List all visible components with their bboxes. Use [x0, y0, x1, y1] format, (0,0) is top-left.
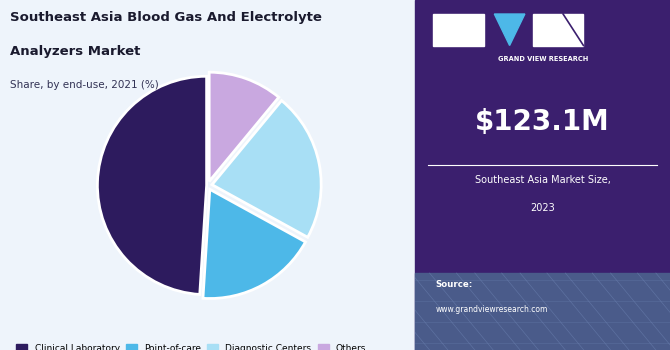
Text: $123.1M: $123.1M	[475, 108, 610, 136]
Text: Analyzers Market: Analyzers Market	[10, 46, 141, 58]
FancyBboxPatch shape	[433, 14, 484, 46]
Wedge shape	[212, 100, 321, 237]
Text: GRAND VIEW RESEARCH: GRAND VIEW RESEARCH	[498, 56, 588, 62]
Wedge shape	[203, 189, 306, 299]
Text: Southeast Asia Market Size,: Southeast Asia Market Size,	[475, 175, 610, 185]
FancyBboxPatch shape	[533, 14, 584, 46]
Polygon shape	[494, 14, 525, 46]
Text: Source:: Source:	[436, 280, 473, 289]
Wedge shape	[97, 76, 206, 294]
Text: 2023: 2023	[531, 203, 555, 213]
Text: www.grandviewresearch.com: www.grandviewresearch.com	[436, 304, 548, 314]
Wedge shape	[209, 72, 279, 181]
Text: Share, by end-use, 2021 (%): Share, by end-use, 2021 (%)	[10, 80, 159, 91]
Legend: Clinical Laboratory, Point-of-care, Diagnostic Centers, Others: Clinical Laboratory, Point-of-care, Diag…	[17, 344, 366, 350]
Bar	[415, 273, 670, 350]
Text: Southeast Asia Blood Gas And Electrolyte: Southeast Asia Blood Gas And Electrolyte	[10, 10, 322, 23]
